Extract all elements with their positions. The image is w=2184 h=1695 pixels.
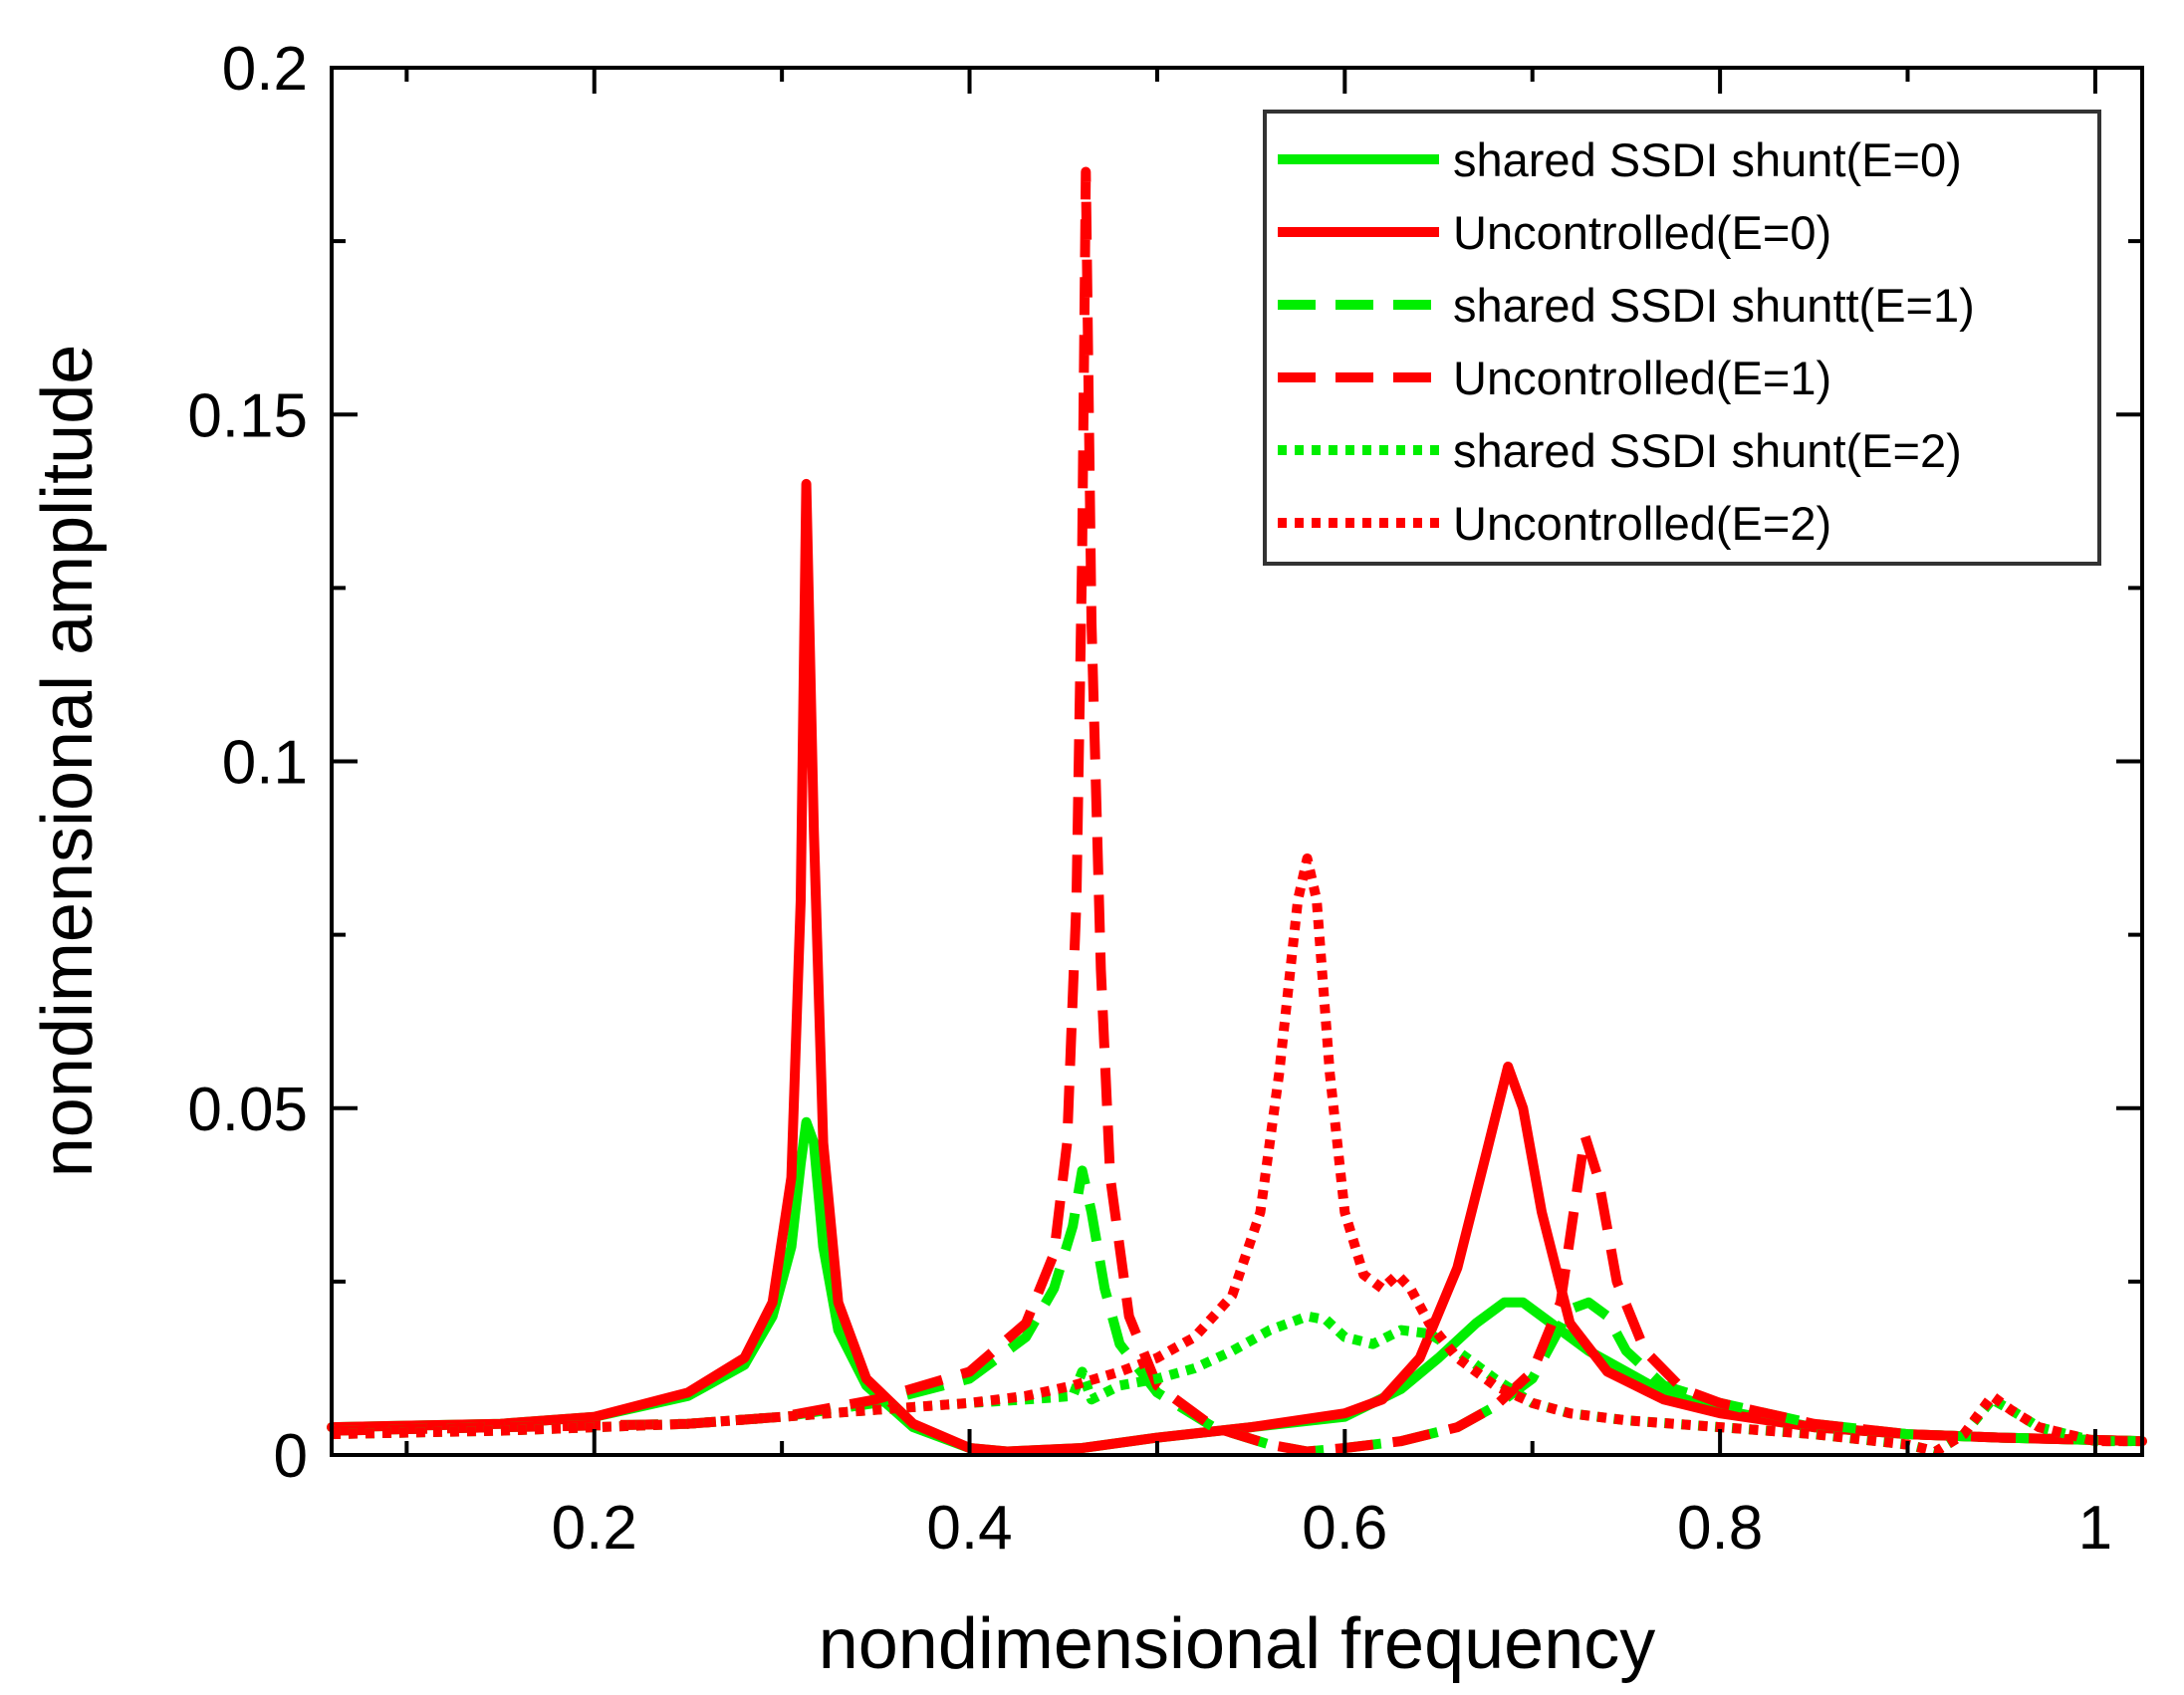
y-tick-label: 0.2: [222, 35, 308, 104]
y-axis-title: nondimensional amplitude: [28, 345, 108, 1178]
series-line-2: [327, 478, 2147, 1457]
series-layer: [327, 166, 2147, 1457]
legend-box: [1263, 110, 2101, 566]
plot-frame: [330, 66, 2144, 1457]
y-tick-label: 0.1: [222, 729, 308, 798]
y-tick-label: 0.05: [187, 1076, 308, 1144]
ticks-layer: 0.2 0.4 0.6 0.8 1 0 0.05 0.1 0.15 0.2: [187, 35, 2142, 1563]
legend-label-4: Uncontrolled(E=1): [1453, 352, 1831, 404]
legend-label-2: Uncontrolled(E=0): [1453, 206, 1831, 259]
legend-entries: shared SSDI shunt(E=0) Uncontrolled(E=0) s…: [1278, 133, 1975, 550]
series-line-6: [331, 853, 2142, 1457]
legend-label-1: shared SSDI shunt(E=0): [1453, 133, 1962, 186]
legend-label-5: shared SSDI shunt(E=2): [1453, 424, 1962, 477]
x-tick-label: 0.2: [552, 1494, 637, 1563]
y-tick-label: 0.15: [187, 381, 308, 450]
x-tick-label: 0.4: [926, 1494, 1012, 1563]
y-tick-label: 0: [274, 1422, 308, 1491]
x-tick-label: 0.8: [1677, 1494, 1763, 1563]
x-tick-label: 1: [2078, 1494, 2112, 1563]
x-tick-label: 0.6: [1302, 1494, 1387, 1563]
legend-label-6: Uncontrolled(E=2): [1453, 497, 1831, 550]
series-line-4: [331, 166, 2143, 1457]
legend-label-3: shared SSDI shuntt(E=1): [1453, 279, 1975, 332]
x-axis-title: nondimensional frequency: [819, 1604, 1656, 1684]
legend: shared SSDI shunt(E=0) Uncontrolled(E=0) s…: [1263, 110, 2101, 566]
